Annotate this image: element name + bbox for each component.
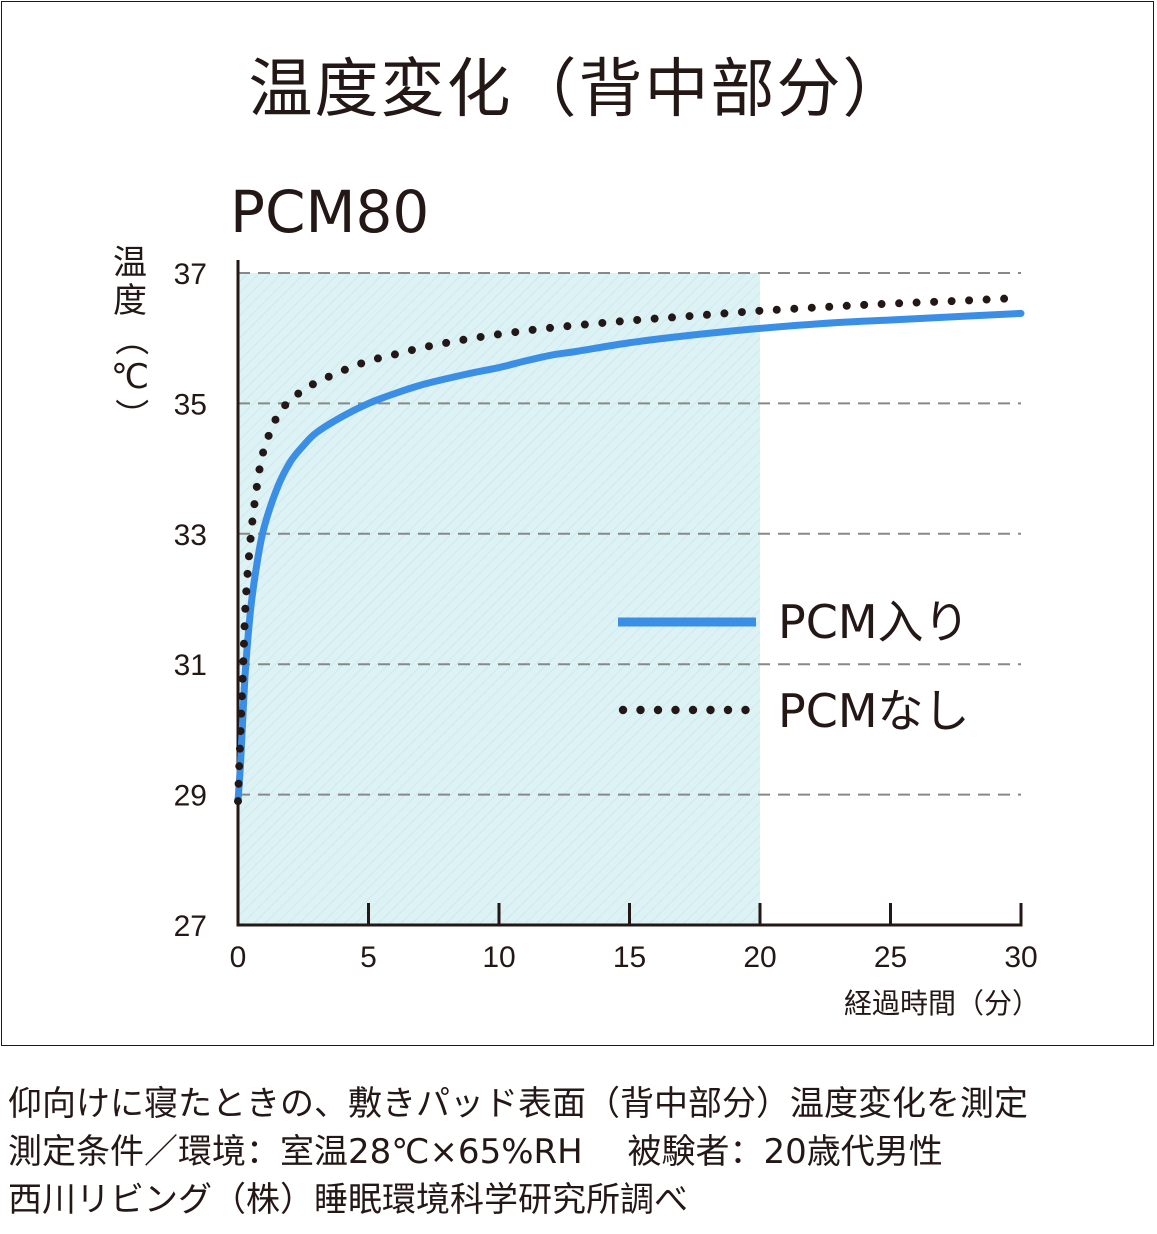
x-tick-label: 0 (230, 941, 247, 974)
shaded-region (238, 273, 760, 925)
x-axis-label: 経過時間（分） (844, 987, 1040, 1020)
legend-dot (723, 705, 733, 715)
chart-subtitle: PCM80 (230, 178, 430, 246)
legend-label-pcm-in: PCM入り (778, 595, 970, 649)
y-tick-label: 35 (174, 388, 207, 421)
y-axis-label: 温 度 （ ℃ ） (108, 244, 152, 434)
legend-dot (706, 705, 715, 715)
x-tick-label: 20 (743, 941, 776, 974)
legend-dot (618, 705, 628, 715)
series-layer (234, 293, 1025, 806)
x-tick-label: 10 (482, 941, 515, 974)
y-axis-label-char: 度 (113, 281, 147, 321)
legend-dot (741, 705, 750, 715)
series-line-pcm-none (234, 293, 1025, 806)
legend-dot (688, 705, 698, 715)
y-tick-label: 37 (174, 258, 207, 291)
notes: 仰向けに寝たときの、敷きパッド表面（背中部分）温度変化を測定 測定条件／環境：室… (8, 1080, 1028, 1224)
legend-dot (671, 705, 680, 715)
y-tick-label: 27 (174, 910, 207, 943)
y-tick-label: 31 (174, 649, 207, 682)
chart-frame (1, 1, 1154, 1046)
axes (236, 260, 1023, 927)
y-tick-label: 33 (174, 519, 207, 552)
series-line-pcm-in (234, 309, 1025, 805)
legend-label-pcm-none: PCMなし (778, 684, 970, 738)
note-line: 仰向けに寝たときの、敷きパッド表面（背中部分）温度変化を測定 (8, 1084, 1028, 1124)
legend-dot (636, 705, 645, 715)
note-line: 西川リビング（株）睡眠環境科学研究所調べ (8, 1180, 688, 1220)
x-tick-label: 15 (613, 941, 646, 974)
legend-dot (653, 705, 663, 715)
legend: PCM入り PCMなし (618, 595, 970, 738)
x-tick-label: 30 (1004, 941, 1037, 974)
legend-swatch-pcm-none (618, 705, 750, 715)
chart-title: 温度変化（背中部分） (248, 53, 909, 127)
y-tick-label: 29 (174, 780, 207, 813)
y-axis-label-char: ℃ (110, 357, 150, 397)
y-axis-label-char: 温 (113, 243, 147, 283)
tick-labels: 0 5 10 15 20 25 30 27 29 31 33 35 37 (174, 258, 1038, 974)
x-tick-label: 25 (874, 941, 907, 974)
note-line: 測定条件／環境：室温28℃×65%RH 被験者：20歳代男性 (8, 1132, 943, 1172)
x-tick-label: 5 (360, 941, 377, 974)
